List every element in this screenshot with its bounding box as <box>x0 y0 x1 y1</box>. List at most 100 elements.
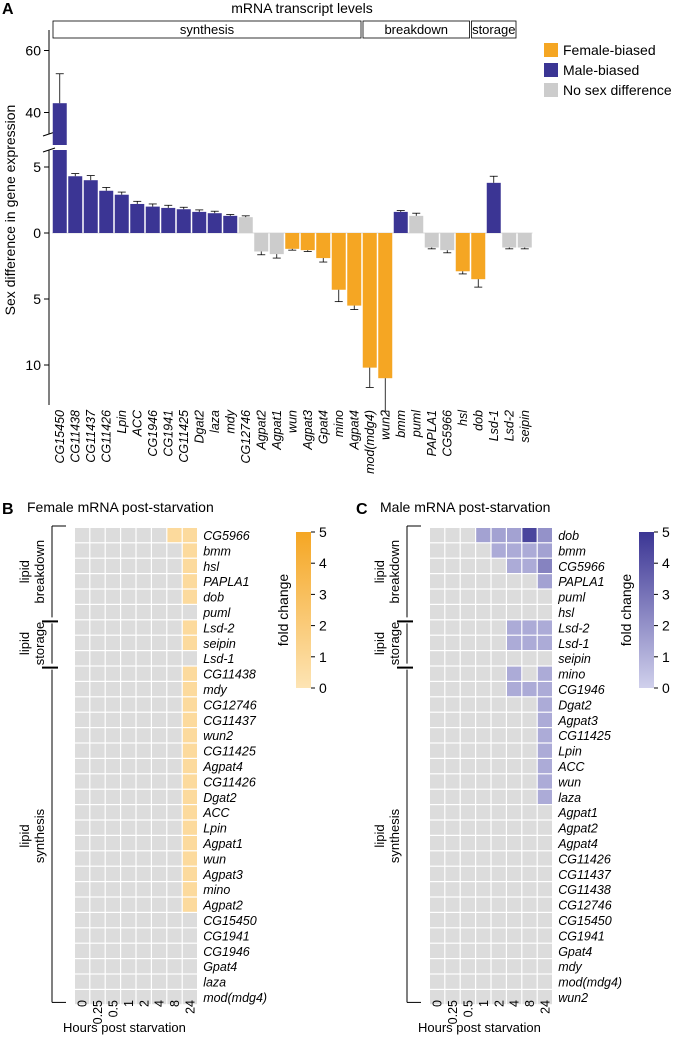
heatmap-cell <box>75 836 90 851</box>
heatmap-cell <box>136 913 151 928</box>
heatmap-cell <box>182 528 197 543</box>
heatmap-cell <box>167 943 182 958</box>
heatmap-row-label: mino <box>203 883 230 897</box>
heatmap-cell <box>430 759 445 774</box>
heatmap-cell <box>476 528 491 543</box>
bar <box>424 233 439 248</box>
heatmap-cell <box>105 635 120 650</box>
x-tick-label: wun2 <box>378 410 392 440</box>
heatmap-cell <box>445 928 460 943</box>
x-tick-label: Agpat1 <box>270 410 284 451</box>
heatmap-row-label: CG1946 <box>203 945 250 959</box>
heatmap-cell <box>152 789 167 804</box>
heatmap-cell <box>90 836 105 851</box>
heatmap-row-label: Agpat2 <box>202 899 243 913</box>
heatmap-cell <box>460 697 475 712</box>
heatmap-cell <box>445 913 460 928</box>
heatmap-cell <box>182 805 197 820</box>
colorbar-title: fold change <box>618 574 634 647</box>
heatmap-cell <box>136 682 151 697</box>
heatmap-cell <box>507 712 522 727</box>
heatmap-cell <box>460 820 475 835</box>
heatmap-cell <box>460 774 475 789</box>
heatmap-cell <box>75 651 90 666</box>
heatmap-cell <box>430 820 445 835</box>
heatmap-cell <box>182 959 197 974</box>
heatmap-cell <box>491 589 506 604</box>
heatmap-cell <box>152 605 167 620</box>
heatmap-cell <box>136 990 151 1005</box>
heatmap-cell <box>507 851 522 866</box>
heatmap-cell <box>90 543 105 558</box>
heatmap-cell <box>476 635 491 650</box>
heatmap-cell <box>507 697 522 712</box>
heatmap-row-label: wun2 <box>203 729 233 743</box>
heatmap-cell <box>507 666 522 681</box>
heatmap-cell <box>445 651 460 666</box>
heatmap-cell <box>75 558 90 573</box>
heatmap-row-label: Agpat2 <box>557 822 598 836</box>
heatmap-cell <box>445 574 460 589</box>
heatmap-cell <box>491 651 506 666</box>
heatmap-cell <box>537 805 552 820</box>
x-tick-label: CG11425 <box>177 410 191 463</box>
x-tick-label: hsl <box>456 409 470 426</box>
heatmap-cell <box>445 943 460 958</box>
bar <box>145 206 160 233</box>
heatmap-cell <box>182 836 197 851</box>
heatmap-cell <box>537 913 552 928</box>
heatmap-cell <box>182 697 197 712</box>
heatmap-cell <box>90 820 105 835</box>
heatmap-cell <box>445 605 460 620</box>
heatmap-cell <box>167 866 182 881</box>
bar <box>409 215 424 233</box>
heatmap-cell <box>445 558 460 573</box>
heatmap-cell <box>90 913 105 928</box>
heatmap-cell <box>152 558 167 573</box>
heatmap-cell <box>121 605 136 620</box>
heatmap-cell <box>136 574 151 589</box>
heatmap-cell <box>90 620 105 635</box>
heatmap-cell <box>90 635 105 650</box>
heatmap-cell <box>90 789 105 804</box>
heatmap-cell <box>90 897 105 912</box>
group-label-line2: synthesis <box>32 808 47 863</box>
heatmap-cell <box>430 990 445 1005</box>
heatmap-cell <box>152 866 167 881</box>
heatmap-cell <box>522 913 537 928</box>
heatmap-cell <box>476 913 491 928</box>
heatmap-cell <box>537 789 552 804</box>
heatmap-cell <box>445 528 460 543</box>
heatmap-cell <box>152 836 167 851</box>
heatmap-cell <box>121 682 136 697</box>
heatmap-cell <box>167 528 182 543</box>
heatmap-cell <box>537 574 552 589</box>
colorbar-title: fold change <box>275 574 291 647</box>
heatmap-cell <box>182 774 197 789</box>
heatmap-cell <box>136 528 151 543</box>
heatmap-cell <box>476 943 491 958</box>
heatmap-cell <box>460 943 475 958</box>
heatmap-cell <box>136 882 151 897</box>
heatmap-cell <box>105 851 120 866</box>
heatmap-cell <box>537 666 552 681</box>
panel-letter-b: B <box>2 501 14 518</box>
heatmap-row-label: Lsd-2 <box>203 621 234 635</box>
heatmap-cell <box>90 759 105 774</box>
heatmap-cell <box>152 697 167 712</box>
heatmap-row-label: Lsd-1 <box>203 652 234 666</box>
heatmap-cell <box>121 866 136 881</box>
colorbar-tick-label: 5 <box>662 524 670 540</box>
heatmap-cell <box>105 697 120 712</box>
x-tick-label: Agpat3 <box>301 410 315 451</box>
heatmap-cell <box>105 882 120 897</box>
heatmap-cell <box>460 882 475 897</box>
heatmap-cell <box>152 820 167 835</box>
heatmap-cell <box>121 928 136 943</box>
heatmap-cell <box>491 543 506 558</box>
heatmap-cell <box>90 666 105 681</box>
heatmap-cell <box>445 589 460 604</box>
x-tick-label: CG1946 <box>146 410 160 457</box>
heatmap-row-label: mod(mdg4) <box>203 991 267 1005</box>
heatmap-cell <box>522 943 537 958</box>
